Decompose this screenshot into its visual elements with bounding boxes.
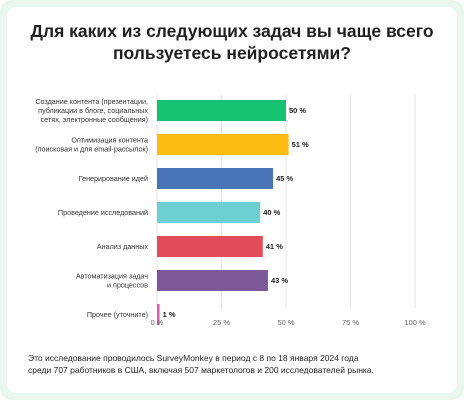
x-tick-label: 50 % <box>277 318 294 327</box>
category-label-line: Анализ данных <box>97 242 149 251</box>
category-label-line: Генерирование идей <box>79 174 148 183</box>
value-label: 41 % <box>266 242 283 251</box>
category-label-line: сетях, электронные сообщения) <box>41 115 148 124</box>
category-label: Генерирование идей <box>79 174 148 183</box>
x-tick-label: 0 % <box>151 318 164 327</box>
bar <box>157 134 289 155</box>
bar <box>157 168 274 189</box>
category-label-line: Автоматизация задач <box>76 272 148 281</box>
value-label: 51 % <box>292 140 309 149</box>
category-label-line: Прочее (уточните) <box>87 310 148 319</box>
x-tick-label: 100 % <box>404 318 426 327</box>
value-label: 45 % <box>276 174 293 183</box>
footnote: Это исследование проводилось SurveyMonke… <box>28 352 438 376</box>
value-label: 40 % <box>263 208 280 217</box>
value-label: 1 % <box>163 310 176 319</box>
category-label: Создание контента (презентации, публикаци… <box>35 97 148 124</box>
chart-title-line-1: Для каких из следующих задач вы чаще все… <box>30 21 434 41</box>
bar <box>157 100 286 121</box>
chart-card <box>7 7 457 393</box>
category-label-line: Оптимизация контента <box>71 136 148 145</box>
category-label-line: и процессов <box>107 281 148 290</box>
x-tick-label: 25 % <box>213 318 230 327</box>
category-label: Проведение исследований <box>58 208 148 217</box>
chart-title: Для каких из следующих задач вы чаще все… <box>0 20 464 64</box>
category-label: Оптимизация контента (поисковая и для ema… <box>35 136 148 154</box>
category-label: Автоматизация задач и процессов <box>76 272 148 290</box>
value-label: 43 % <box>271 276 288 285</box>
value-label: 50 % <box>289 106 306 115</box>
footnote-line-2: среди 707 работников в США, включая 507 … <box>28 365 374 375</box>
category-label-line: публикации в блоге, социальных <box>38 106 148 115</box>
footnote-line-1: Это исследование проводилось SurveyMonke… <box>28 353 359 363</box>
x-tick-label: 75 % <box>342 318 359 327</box>
category-label-line: (поисковая и для email-рассылок) <box>35 145 148 154</box>
bar <box>157 236 263 257</box>
chart-title-line-2: пользуетесь нейросетями? <box>112 43 351 63</box>
category-label: Прочее (уточните) <box>87 310 148 319</box>
bar <box>157 270 268 291</box>
bar <box>157 202 261 223</box>
bar <box>157 304 160 325</box>
category-label: Анализ данных <box>97 242 149 251</box>
category-label-line: Проведение исследований <box>58 208 148 217</box>
category-label-line: Создание контента (презентации, <box>35 97 148 106</box>
